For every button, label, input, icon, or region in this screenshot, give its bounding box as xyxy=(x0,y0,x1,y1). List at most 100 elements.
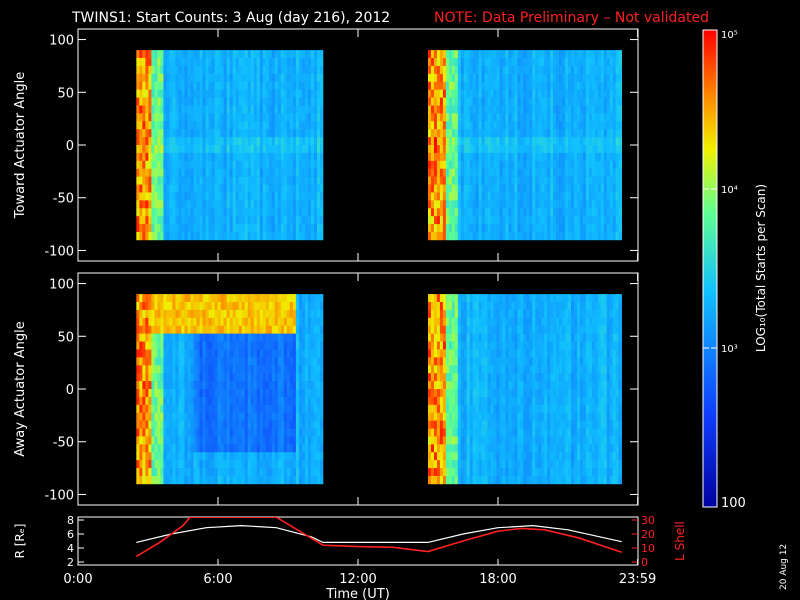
heatmap-cell xyxy=(235,224,239,233)
heatmap-cell xyxy=(316,137,321,146)
heatmap-cell xyxy=(517,168,521,177)
heatmap-cell xyxy=(460,145,465,154)
heatmap-cell xyxy=(151,184,155,193)
heatmap-cell xyxy=(304,121,309,130)
heatmap-cell xyxy=(481,65,485,75)
heatmap-cell xyxy=(178,224,182,233)
heatmap-cell xyxy=(163,137,167,146)
heatmap-cell xyxy=(160,309,164,319)
heatmap-cell xyxy=(280,176,285,185)
heatmap-cell xyxy=(298,200,303,209)
heatmap-cell xyxy=(463,404,468,414)
heatmap-cell xyxy=(571,73,575,83)
heatmap-cell xyxy=(190,184,194,193)
heatmap-cell xyxy=(253,176,258,185)
heatmap-cell xyxy=(579,184,584,193)
heatmap-cell xyxy=(433,224,438,233)
heatmap-cell xyxy=(544,97,548,106)
heatmap-cell xyxy=(214,412,218,421)
heatmap-cell xyxy=(472,168,476,177)
heatmap-cell xyxy=(316,476,321,485)
heatmap-cell xyxy=(428,373,432,382)
heatmap-cell xyxy=(514,89,518,98)
heatmap-cell xyxy=(579,232,584,241)
heatmap-cell xyxy=(163,341,167,350)
heatmap-cell xyxy=(211,208,215,217)
heatmap-cell xyxy=(433,81,438,90)
heatmap-cell xyxy=(259,389,264,398)
heatmap-cell xyxy=(295,357,300,366)
heatmap-cell xyxy=(205,357,209,366)
heatmap-cell xyxy=(214,97,218,106)
heatmap-cell xyxy=(223,436,227,445)
heatmap-cell xyxy=(556,89,560,98)
heatmap-cell xyxy=(535,160,539,170)
heatmap-cell xyxy=(136,357,140,366)
heatmap-cell xyxy=(496,224,500,233)
heatmap-cell xyxy=(286,436,291,445)
heatmap-cell xyxy=(463,412,468,421)
heatmap-cell xyxy=(223,105,227,114)
heatmap-cell xyxy=(445,389,450,398)
heatmap-cell xyxy=(139,444,143,453)
heatmap-cell xyxy=(187,428,191,437)
heatmap-cell xyxy=(277,404,282,414)
heatmap-cell xyxy=(445,365,450,374)
heatmap-cell xyxy=(466,349,471,358)
heatmap-cell xyxy=(523,105,527,114)
heatmap-cell xyxy=(298,428,303,437)
heatmap-cell xyxy=(478,302,482,311)
heatmap-cell xyxy=(280,317,285,327)
heatmap-cell xyxy=(562,216,566,225)
heatmap-cell xyxy=(304,113,309,122)
heatmap-cell xyxy=(535,129,539,138)
heatmap-cell xyxy=(184,365,188,374)
heatmap-cell xyxy=(178,476,182,485)
heatmap-cell xyxy=(448,452,453,461)
heatmap-cell xyxy=(511,58,515,67)
heatmap-cell xyxy=(274,468,279,477)
heatmap-cell xyxy=(457,357,462,366)
heatmap-cell xyxy=(166,145,170,154)
heatmap-cell xyxy=(166,192,170,201)
heatmap-cell xyxy=(544,200,548,209)
heatmap-cell xyxy=(571,81,575,90)
heatmap-cell xyxy=(559,224,563,233)
heatmap-cell xyxy=(541,184,545,193)
heatmap-cell xyxy=(576,58,581,67)
heatmap-cell xyxy=(594,160,599,170)
heatmap-cell xyxy=(487,58,491,67)
heatmap-cell xyxy=(283,468,288,477)
heatmap-cell xyxy=(511,208,515,217)
heatmap-cell xyxy=(481,381,485,390)
heatmap-cell xyxy=(439,309,444,319)
heatmap-cell xyxy=(154,341,158,350)
heatmap-cell xyxy=(268,341,273,350)
heatmap-cell xyxy=(160,468,164,477)
heatmap-cell xyxy=(454,65,459,75)
heatmap-cell xyxy=(520,145,524,154)
heatmap-cell xyxy=(439,373,444,382)
heatmap-cell xyxy=(277,373,282,382)
heatmap-cell xyxy=(481,184,485,193)
heatmap-cell xyxy=(277,294,282,303)
heatmap-cell xyxy=(460,121,465,130)
heatmap-cell xyxy=(436,294,441,303)
heatmap-cell xyxy=(166,129,170,138)
heatmap-cell xyxy=(606,73,611,83)
heatmap-cell xyxy=(214,65,218,75)
heatmap-cell xyxy=(310,65,315,75)
heatmap-cell xyxy=(160,145,164,154)
heatmap-cell xyxy=(238,184,243,193)
heatmap-cell xyxy=(460,333,465,342)
heatmap-cell xyxy=(301,216,306,225)
heatmap-cell xyxy=(541,97,545,106)
heatmap-cell xyxy=(175,176,179,185)
heatmap-cell xyxy=(526,81,530,90)
heatmap-cell xyxy=(307,89,312,98)
heatmap-cell xyxy=(526,200,530,209)
heatmap-cell xyxy=(265,200,270,209)
heatmap-cell xyxy=(238,444,243,453)
heatmap-cell xyxy=(430,428,435,437)
heatmap-cell xyxy=(295,160,300,170)
